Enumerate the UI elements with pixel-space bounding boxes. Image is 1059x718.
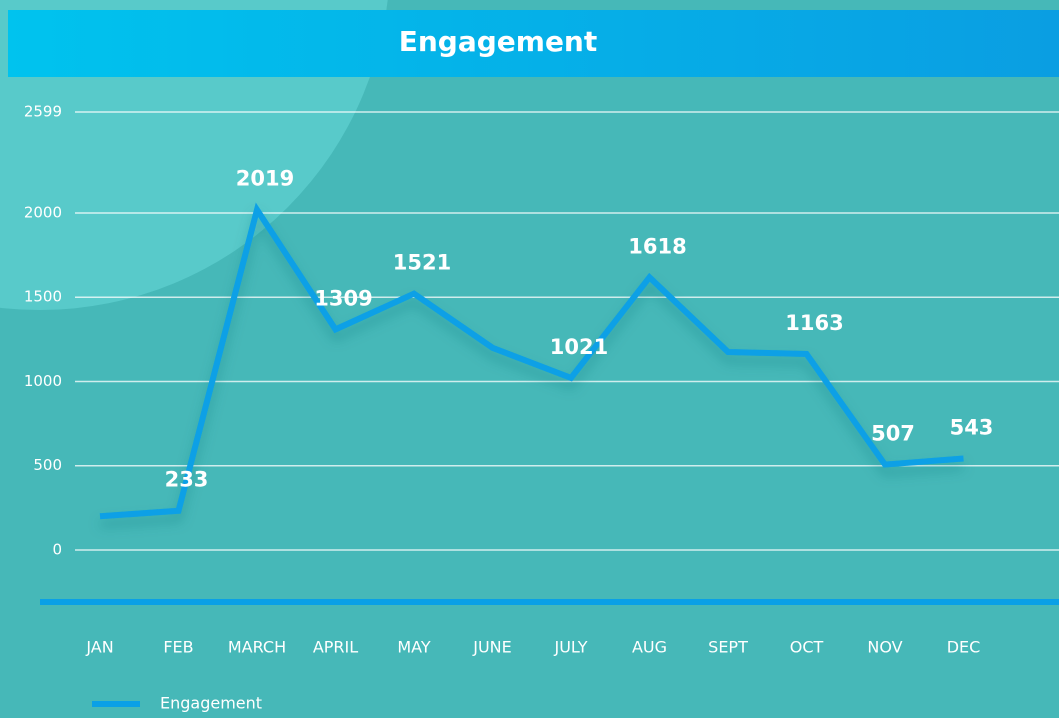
data-label: 2019 <box>236 167 294 191</box>
x-tick-label: FEB <box>163 638 193 657</box>
x-tick-label: JULY <box>554 638 588 657</box>
x-tick-label: DEC <box>947 638 981 657</box>
data-label: 1309 <box>314 286 372 310</box>
data-label: 507 <box>871 422 915 446</box>
y-tick-label: 2000 <box>24 203 62 221</box>
x-axis-line <box>40 599 1059 605</box>
y-tick-label: 1000 <box>24 372 62 390</box>
data-label: 233 <box>165 468 209 492</box>
header-bar <box>8 10 1059 77</box>
data-label: 1163 <box>785 311 843 335</box>
data-label: 1618 <box>628 234 686 258</box>
x-tick-label: SEPT <box>708 638 748 657</box>
x-tick-label: NOV <box>867 638 902 657</box>
y-tick-label: 1500 <box>24 288 62 306</box>
y-tick-label: 2599 <box>24 103 62 121</box>
data-label: 1021 <box>550 335 608 359</box>
series-line <box>99 202 964 520</box>
decor-circle <box>0 0 388 310</box>
x-tick-label: APRIL <box>313 638 358 657</box>
y-tick-label: 0 <box>52 541 62 559</box>
x-tick-label: MAY <box>397 638 431 657</box>
chart-title: Engagement <box>399 25 598 58</box>
x-tick-label: JUNE <box>472 638 512 657</box>
x-tick-label: AUG <box>632 638 667 657</box>
data-label: 1521 <box>393 251 451 275</box>
data-label: 543 <box>950 415 994 439</box>
x-tick-label: JAN <box>85 638 113 657</box>
x-tick-label: MARCH <box>228 638 286 657</box>
x-tick-label: OCT <box>790 638 824 657</box>
y-tick-label: 500 <box>33 456 62 474</box>
legend-label: Engagement <box>160 694 262 713</box>
